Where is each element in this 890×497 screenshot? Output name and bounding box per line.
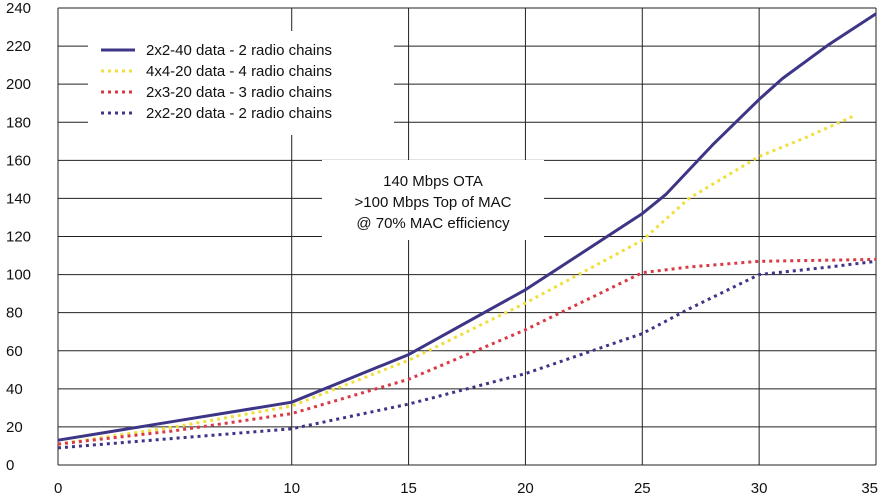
y-tick-label: 0 — [6, 457, 14, 474]
y-tick-label: 160 — [6, 152, 31, 169]
annotation-line-1: 140 Mbps OTA — [383, 173, 483, 190]
series-line-3 — [57, 257, 877, 446]
series-lines — [57, 12, 877, 450]
y-tick-label: 80 — [6, 305, 23, 322]
y-tick-label: 180 — [6, 114, 31, 131]
annotation-line-3: @ 70% MAC efficiency — [356, 215, 510, 232]
legend-label-3: 2x3-20 data - 3 radio chains — [146, 84, 332, 101]
y-tick-label: 220 — [6, 38, 31, 55]
x-tick-label: 35 — [861, 480, 878, 497]
y-tick-label: 100 — [6, 267, 31, 284]
x-tick-label: 15 — [400, 480, 417, 497]
annotation-background — [322, 160, 544, 240]
x-tick-label: 25 — [634, 480, 651, 497]
y-axis-ticks: 0 20 40 60 80 100 120 140 160 180 200 220 240 — [6, 0, 31, 474]
y-tick-label: 20 — [6, 419, 23, 436]
x-axis-ticks: 0 10 15 20 25 30 35 — [54, 480, 878, 497]
legend-label-1: 2x2-40 data - 2 radio chains — [146, 42, 332, 59]
y-tick-label: 240 — [6, 0, 31, 17]
y-tick-label: 140 — [6, 190, 31, 207]
series-line-2 — [57, 115, 854, 446]
legend: 2x2-40 data - 2 radio chains 4x4-20 data … — [88, 31, 394, 135]
y-tick-label: 40 — [6, 381, 23, 398]
x-tick-label: 30 — [751, 480, 768, 497]
legend-box — [88, 31, 394, 135]
legend-label-2: 4x4-20 data - 4 radio chains — [146, 63, 332, 80]
series-line-4 — [57, 259, 877, 450]
y-tick-label: 200 — [6, 76, 31, 93]
x-tick-label: 20 — [517, 480, 534, 497]
y-tick-label: 120 — [6, 229, 31, 246]
annotation-box: 140 Mbps OTA >100 Mbps Top of MAC @ 70% … — [322, 160, 544, 240]
y-tick-label: 60 — [6, 343, 23, 360]
x-tick-label: 10 — [283, 480, 300, 497]
x-tick-label: 0 — [54, 480, 62, 497]
series-line-1 — [57, 12, 877, 442]
legend-label-4: 2x2-20 data - 2 radio chains — [146, 105, 332, 122]
annotation-line-2: >100 Mbps Top of MAC — [355, 194, 512, 211]
